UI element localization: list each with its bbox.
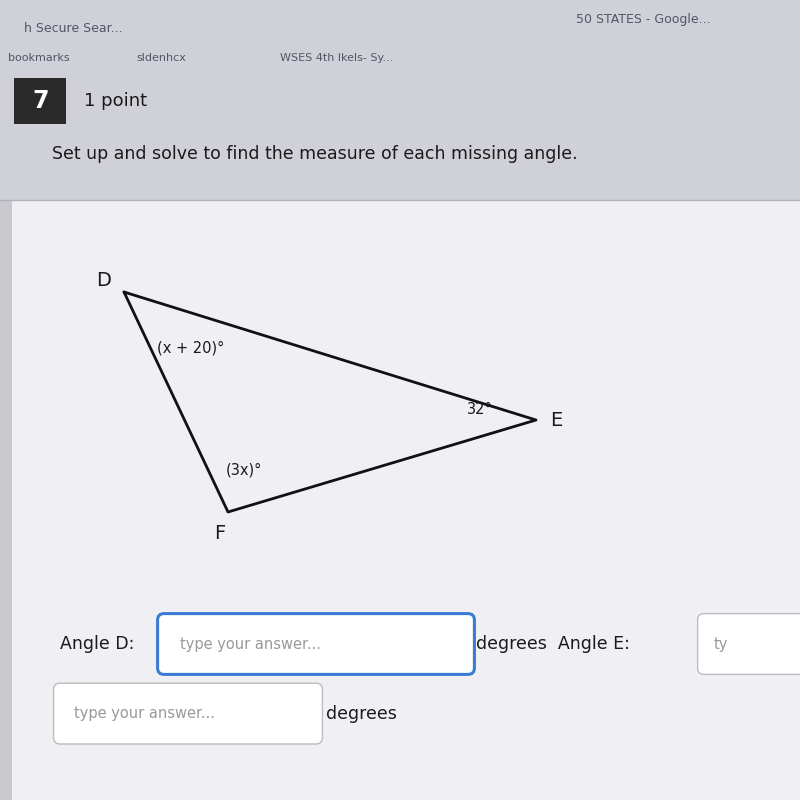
Text: F: F (214, 524, 226, 543)
FancyBboxPatch shape (158, 614, 474, 674)
Text: degrees: degrees (326, 705, 398, 722)
Text: h Secure Sear...: h Secure Sear... (24, 22, 122, 34)
Text: (3x)°: (3x)° (226, 462, 262, 477)
Text: type your answer...: type your answer... (180, 637, 321, 651)
Text: type your answer...: type your answer... (74, 706, 214, 721)
Text: sldenhcx: sldenhcx (136, 53, 186, 62)
FancyBboxPatch shape (0, 200, 12, 800)
FancyBboxPatch shape (14, 78, 66, 124)
Text: WSES 4th lkels- Sy...: WSES 4th lkels- Sy... (280, 53, 394, 62)
Text: 32°: 32° (467, 402, 493, 417)
FancyBboxPatch shape (698, 614, 800, 674)
Text: bookmarks: bookmarks (8, 53, 70, 62)
Text: 50 STATES - Google...: 50 STATES - Google... (576, 14, 710, 26)
Text: 7: 7 (32, 89, 49, 113)
Text: E: E (550, 410, 562, 430)
FancyBboxPatch shape (0, 0, 800, 200)
Text: ty: ty (714, 637, 728, 651)
Text: D: D (97, 270, 111, 290)
Text: Set up and solve to find the measure of each missing angle.: Set up and solve to find the measure of … (52, 145, 578, 162)
FancyBboxPatch shape (54, 683, 322, 744)
Text: (x + 20)°: (x + 20)° (157, 341, 224, 355)
Text: degrees  Angle E:: degrees Angle E: (476, 635, 630, 653)
Text: 1 point: 1 point (84, 92, 147, 110)
Text: Angle D:: Angle D: (60, 635, 134, 653)
